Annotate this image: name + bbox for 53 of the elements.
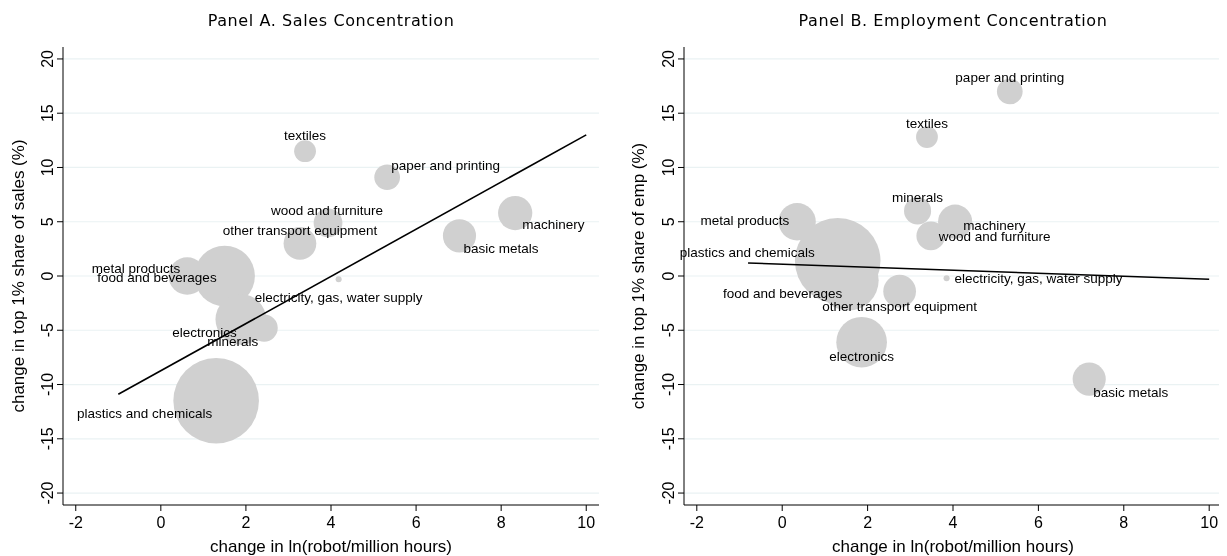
- annotation: minerals: [892, 190, 944, 206]
- y-tick-label: -15: [660, 427, 677, 451]
- x-tick-label: -2: [689, 514, 705, 531]
- x-tick-label: 4: [948, 514, 958, 531]
- x-tick-label: 10: [1200, 514, 1219, 531]
- annotation: machinery: [522, 216, 585, 232]
- y-tick-label: 0: [39, 271, 56, 281]
- x-tick-label: 6: [411, 514, 421, 531]
- y-axis-title: change in top 1% share of sales (%): [9, 139, 29, 413]
- x-tick-label: 4: [326, 514, 336, 531]
- annotation: basic metals: [463, 241, 539, 257]
- annotation: basic metals: [1093, 384, 1169, 400]
- annotation: metal products: [700, 213, 790, 229]
- annotation: textiles: [905, 115, 949, 131]
- x-tick-label: 2: [241, 514, 251, 531]
- x-tick-label: 10: [577, 514, 596, 531]
- x-tick-label: 2: [863, 514, 873, 531]
- y-tick-label: 10: [660, 158, 677, 177]
- y-tick-label: 10: [39, 158, 56, 177]
- y-tick-label: -5: [660, 323, 677, 338]
- y-axis-title: change in top 1% share of emp (%): [629, 142, 649, 410]
- annotation: plastics and chemicals: [77, 406, 213, 422]
- x-tick-label: 8: [496, 514, 506, 531]
- annotation: electronics: [829, 348, 895, 364]
- y-tick-label: 5: [660, 217, 677, 227]
- annotation: food and beverages: [723, 285, 843, 301]
- y-tick-label: 20: [660, 49, 677, 68]
- annotation: textiles: [284, 127, 327, 143]
- x-tick-label: 0: [156, 514, 166, 531]
- y-tick-label: -20: [39, 481, 56, 505]
- y-tick-label: 20: [39, 49, 56, 68]
- y-tick-label: -10: [660, 372, 677, 397]
- x-axis-title: change in ln(robot/million hours): [832, 537, 1074, 556]
- x-tick-label: 6: [1033, 514, 1043, 531]
- x-tick-label: -2: [68, 514, 83, 531]
- x-tick-label: 0: [777, 514, 787, 531]
- y-tick-label: -20: [660, 481, 677, 505]
- y-tick-label: -15: [39, 427, 56, 451]
- chart-title: Panel A. Sales Concentration: [207, 11, 455, 30]
- x-axis-title: change in ln(robot/million hours): [210, 537, 452, 556]
- y-tick-label: 15: [39, 104, 56, 123]
- y-tick-label: 5: [39, 217, 56, 227]
- x-tick-label: 8: [1119, 514, 1129, 531]
- annotation: paper and printing: [955, 70, 1065, 86]
- annotation: wood and furniture: [270, 203, 383, 219]
- y-tick-label: 0: [660, 271, 677, 281]
- chart-title: Panel B. Employment Concentration: [798, 11, 1108, 30]
- y-tick-label: -10: [39, 372, 56, 397]
- y-tick-label: 15: [660, 104, 677, 123]
- annotation: plastics and chemicals: [679, 245, 816, 261]
- annotation: other transport equipment: [222, 223, 378, 238]
- annotation: paper and printing: [391, 157, 500, 173]
- y-tick-label: -5: [39, 323, 56, 338]
